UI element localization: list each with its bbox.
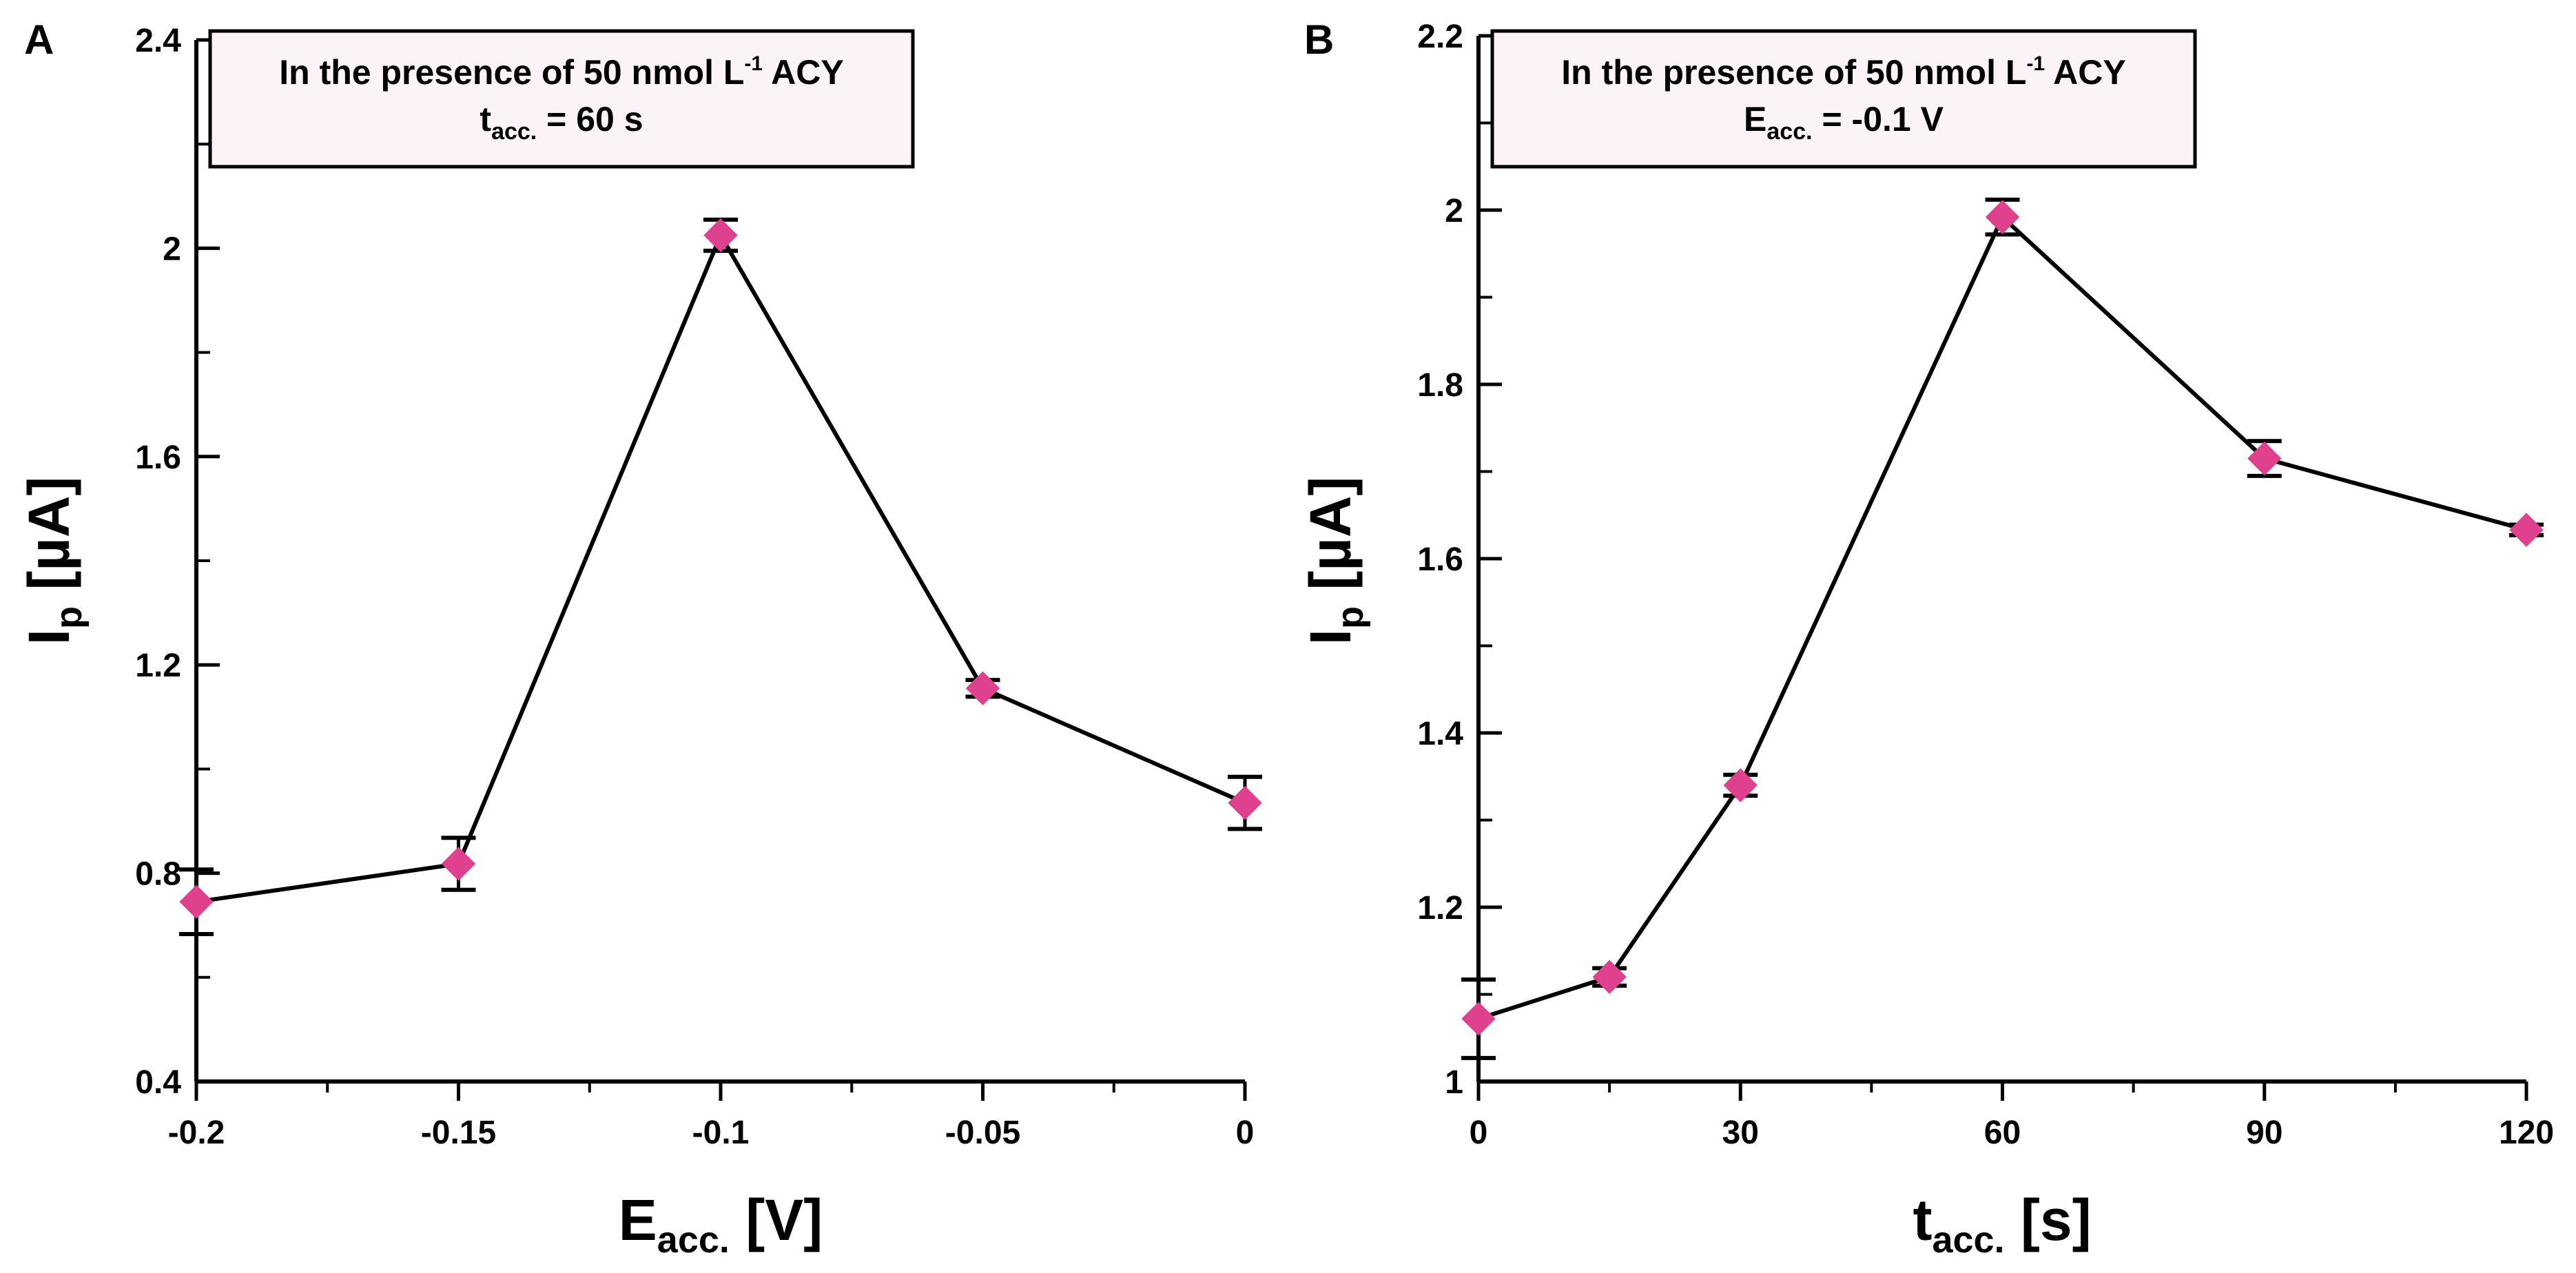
- panel-b-data-point: [2509, 513, 2544, 547]
- panel-b-data-point: [1592, 960, 1627, 994]
- panel-b: B 0 30 60 90 120 1 1.2 1.4 1.6 1.8 2 2.2 In the pr…: [1298, 17, 2554, 1261]
- panel-a-x-tick-label: -0.2: [168, 1115, 225, 1151]
- panel-b-x-axis-title: tacc. [s]: [1913, 1188, 2091, 1261]
- panel-b-y-tick-label: 1: [1445, 1064, 1463, 1101]
- panel-b-y-tick-label: 2.2: [1417, 19, 1463, 55]
- panel-b-ticks: [1476, 34, 2528, 1101]
- panel-a-y-tick-labels: 0.4 0.8 1.2 1.6 2 2.4: [135, 23, 181, 1101]
- panel-a-y-tick-label: 0.4: [135, 1064, 181, 1101]
- panel-a-letter: A: [24, 17, 54, 63]
- panel-a-x-tick-label: -0.1: [692, 1115, 750, 1151]
- panel-b-x-tick-label: 30: [1722, 1115, 1759, 1151]
- panel-b-series-line: [1478, 214, 2527, 1021]
- panel-a-error-bars: [179, 217, 1262, 937]
- panel-b-x-tick-labels: 0 30 60 90 120: [1470, 1115, 2554, 1151]
- panel-b-legend-line2: Eacc. = -0.1 V: [1744, 100, 1944, 145]
- panel-a-x-tick-label: -0.15: [421, 1115, 496, 1151]
- panel-b-legend-line1: In the presence of 50 nmol L-1 ACY: [1561, 52, 2125, 92]
- panel-a-x-tick-labels: -0.2 -0.15 -0.1 -0.05 0: [168, 1115, 1255, 1151]
- panel-a-x-tick-label: -0.05: [945, 1115, 1020, 1151]
- panel-b-y-tick-label: 1.4: [1417, 716, 1463, 752]
- panel-b-y-tick-labels: 1 1.2 1.4 1.6 1.8 2 2.2: [1417, 19, 1463, 1101]
- panel-a-y-tick-label: 1.2: [135, 648, 181, 684]
- panel-b-x-tick-label: 0: [1470, 1115, 1488, 1151]
- panel-b-y-tick-label: 2: [1445, 193, 1463, 229]
- panel-a-data-point: [703, 218, 738, 253]
- panel-b-data-point: [1723, 768, 1758, 803]
- panel-b-x-tick-label: 90: [2246, 1115, 2283, 1151]
- panel-b-error-bars: [1461, 197, 2544, 1060]
- panel-a-x-tick-label: 0: [1236, 1115, 1255, 1151]
- panel-a-legend-line2: tacc. = 60 s: [480, 100, 643, 145]
- panel-a-ticks: [194, 38, 1247, 1101]
- panel-b-data-point: [2247, 441, 2282, 476]
- panel-a-markers: [179, 218, 1262, 919]
- panel-a-data-point: [441, 847, 476, 881]
- panel-b-y-tick-label: 1.6: [1417, 541, 1463, 578]
- panel-a-x-axis-title: Eacc. [V]: [619, 1188, 823, 1261]
- panel-a-legend-box: In the presence of 50 nmol L-1 ACY tacc.…: [208, 29, 915, 169]
- panel-a-series-line: [196, 230, 1246, 904]
- panel-a-y-axis-title: Ip [µA]: [17, 477, 90, 645]
- panel-a-y-tick-label: 0.8: [135, 856, 181, 893]
- panel-a-legend-line1: In the presence of 50 nmol L-1 ACY: [279, 52, 843, 92]
- panel-a-y-tick-label: 2.4: [135, 23, 181, 59]
- panel-a: A -0.2 -0.15 -0.1 -0.05 0 0.4 0.8 1.2 1.6 2 2.4 I…: [17, 17, 1262, 1261]
- panel-b-data-point: [1461, 1002, 1496, 1036]
- panel-b-y-tick-label: 1.8: [1417, 367, 1463, 404]
- panel-b-markers: [1461, 200, 2544, 1036]
- panel-b-letter: B: [1304, 17, 1334, 63]
- panel-a-data-point: [179, 884, 214, 919]
- panel-a-y-tick-label: 2: [163, 231, 181, 267]
- panel-b-y-axis-title: Ip [µA]: [1298, 477, 1371, 645]
- panel-b-y-tick-label: 1.2: [1417, 890, 1463, 927]
- panel-b-x-tick-label: 120: [2499, 1115, 2554, 1151]
- panel-b-legend-box: In the presence of 50 nmol L-1 ACY Eacc.…: [1490, 29, 2197, 169]
- panel-a-y-tick-label: 1.6: [135, 439, 181, 476]
- panel-b-x-tick-label: 60: [1984, 1115, 2021, 1151]
- panel-b-data-point: [1985, 200, 2020, 234]
- panel-a-data-point: [965, 671, 1000, 705]
- panel-a-data-point: [1228, 785, 1262, 820]
